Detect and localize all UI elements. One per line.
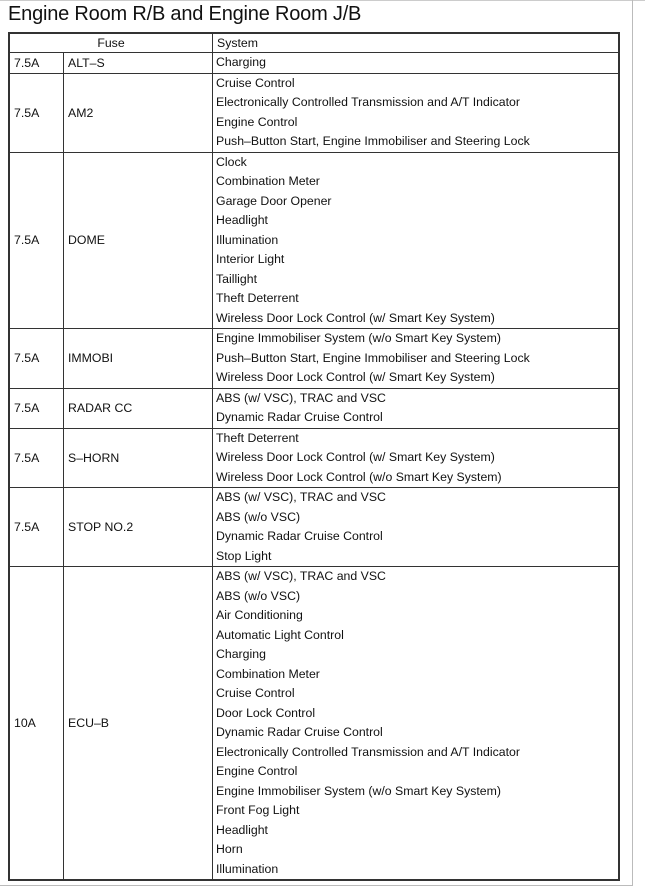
system-item: Front Fog Light [216,803,300,817]
fuse-amperage: 7.5A [8,52,64,74]
system-item: Horn [216,842,243,856]
system-list: ABS (w/ VSC), TRAC and VSC ABS (w/o VSC) A… [212,566,620,881]
system-item: Cruise Control [216,686,295,700]
system-item: Headlight [216,822,268,837]
table-row: 7.5A STOP NO.2 ABS (w/ VSC), TRAC and VSC A… [8,487,620,567]
system-item: Taillight [216,271,258,286]
table-row: 7.5A RADAR CC ABS (w/ VSC), TRAC and VSC Dy… [8,387,620,429]
system-item: ABS (w/o VSC) [216,509,301,524]
table-row: 7.5A DOME Clock Combination Meter Garage Doo… [8,151,620,329]
system-item: Dynamic Radar Cruise Control [216,725,383,739]
page-frame [0,0,633,886]
system-item: Engine Control [216,114,298,129]
fuse-table: Fuse System 7.5A ALT–S Charging 7.5A AM2 Crui… [8,32,620,881]
system-list: ABS (w/ VSC), TRAC and VSC Dynamic Radar … [212,387,620,429]
fuse-name: STOP NO.2 [63,487,213,567]
table-header-row: Fuse System [8,32,620,53]
system-item: Wireless Door Lock Control (w/ Smart Key… [216,450,495,464]
fuse-name: DOME [63,151,213,329]
system-item: ABS (w/o VSC) [216,588,301,603]
header-fuse: Fuse [8,32,213,53]
fuse-amperage: 7.5A [8,72,64,153]
page-top-border [0,0,645,1]
system-item: Push–Button Start, Engine Immobiliser an… [216,134,530,148]
system-item: Charging [216,647,266,661]
system-item: ABS (w/ VSC), TRAC and VSC [216,490,386,504]
fuse-amperage: 7.5A [8,328,64,389]
system-list: ABS (w/ VSC), TRAC and VSC ABS (w/o VSC) D… [212,487,620,567]
system-item: Interior Light [216,252,285,266]
system-item: Push–Button Start, Engine Immobiliser an… [216,350,530,365]
table-row: 7.5A ALT–S Charging [8,52,620,74]
system-list: Clock Combination Meter Garage Door Opener… [212,151,620,329]
system-item: Combination Meter [216,174,320,188]
table-row: 10A ECU–B ABS (w/ VSC), TRAC and VSC ABS (w… [8,566,620,881]
system-list: Engine Immobiliser System (w/o Smart Key… [212,328,620,389]
system-item: Engine Control [216,764,298,778]
system-item: Illumination [216,232,279,247]
system-item: Engine Immobiliser System (w/o Smart Key… [216,331,501,345]
system-item: Headlight [216,213,268,227]
system-list: Charging [212,52,620,74]
system-item: Dynamic Radar Cruise Control [216,410,383,424]
fuse-amperage: 7.5A [8,387,64,429]
system-item: Wireless Door Lock Control (w/ Smart Key… [216,370,495,384]
fuse-amperage: 7.5A [8,427,64,488]
table-row: 7.5A AM2 Cruise Control Electronically Cont… [8,72,620,153]
system-list: Cruise Control Electronically Controlled … [212,72,620,153]
system-item: Air Conditioning [216,608,303,622]
system-item: Combination Meter [216,666,320,681]
system-item: Wireless Door Lock Control (w/ Smart Key… [216,310,495,325]
fuse-name: RADAR CC [63,387,213,429]
fuse-name: IMMOBI [63,328,213,389]
fuse-name: S–HORN [63,427,213,488]
system-item: Automatic Light Control [216,627,344,642]
system-item: Theft Deterrent [216,291,299,305]
system-item: Cruise Control [216,75,295,90]
system-item: Dynamic Radar Cruise Control [216,529,383,543]
system-item: Illumination [216,861,279,876]
page-title: Engine Room R/B and Engine Room J/B [8,3,362,25]
fuse-name: ALT–S [63,52,213,74]
fuse-name: ECU–B [63,566,213,881]
fuse-amperage: 7.5A [8,151,64,329]
system-item: Theft Deterrent [216,430,299,445]
system-item: Stop Light [216,548,272,563]
system-item: Electronically Controlled Transmission a… [216,744,520,759]
system-item: ABS (w/ VSC), TRAC and VSC [216,390,386,405]
system-item: Charging [216,55,266,69]
fuse-name: AM2 [63,72,213,153]
system-list: Theft Deterrent Wireless Door Lock Contro… [212,427,620,488]
table-row: 7.5A IMMOBI Engine Immobiliser System (w/o… [8,328,620,389]
system-item: Door Lock Control [216,705,316,720]
fuse-amperage: 7.5A [8,487,64,567]
system-item: Wireless Door Lock Control (w/o Smart Ke… [216,469,502,484]
table-row: 7.5A S–HORN Theft Deterrent Wireless Door L… [8,427,620,488]
system-item: Garage Door Opener [216,193,332,208]
system-item: ABS (w/ VSC), TRAC and VSC [216,569,386,583]
header-system: System [212,32,620,53]
system-item: Electronically Controlled Transmission a… [216,95,520,109]
system-item: Clock [216,154,247,169]
fuse-amperage: 10A [8,566,64,881]
system-item: Engine Immobiliser System (w/o Smart Key… [216,783,501,798]
